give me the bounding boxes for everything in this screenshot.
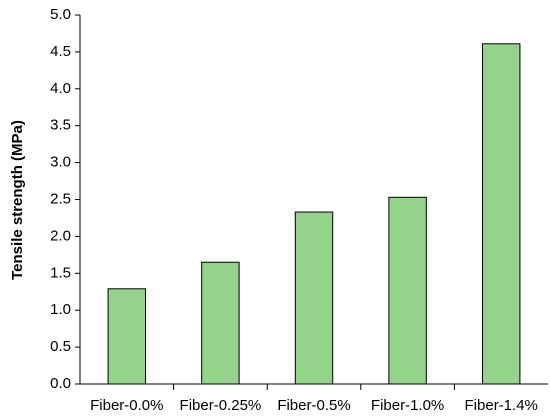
- y-tick-label: 1.0: [50, 301, 71, 318]
- y-tick-label: 0.0: [50, 375, 71, 392]
- x-tick-label: Fiber-0.0%: [90, 397, 163, 414]
- y-axis-label: Tensile strength (MPa): [9, 120, 26, 280]
- y-tick-label: 1.5: [50, 264, 71, 281]
- y-tick-label: 5.0: [50, 6, 71, 23]
- bar: [388, 196, 427, 385]
- x-tick-label: Fiber-0.5%: [277, 397, 350, 414]
- y-tick-label: 2.0: [50, 227, 71, 244]
- y-tick-label: 4.5: [50, 43, 71, 60]
- y-tick-label: 3.5: [50, 117, 71, 134]
- x-tick-label: Fiber-1.0%: [371, 397, 444, 414]
- bar: [481, 43, 521, 385]
- bar: [107, 288, 147, 385]
- y-tick-label: 0.5: [50, 338, 71, 355]
- bar: [201, 261, 240, 385]
- y-tick-label: 4.0: [50, 80, 71, 97]
- y-tick-label: 2.5: [50, 190, 71, 207]
- x-tick-label: Fiber-1.4%: [465, 397, 538, 414]
- y-tick-label: 3.0: [50, 154, 71, 171]
- x-tick-label: Fiber-0.25%: [180, 397, 262, 414]
- bar: [294, 211, 334, 385]
